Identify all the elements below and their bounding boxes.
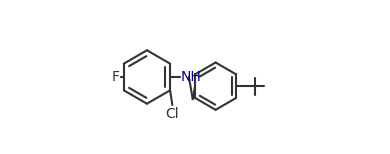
Text: NH: NH [181, 70, 202, 84]
Text: Cl: Cl [165, 107, 179, 121]
Text: F: F [112, 70, 119, 84]
